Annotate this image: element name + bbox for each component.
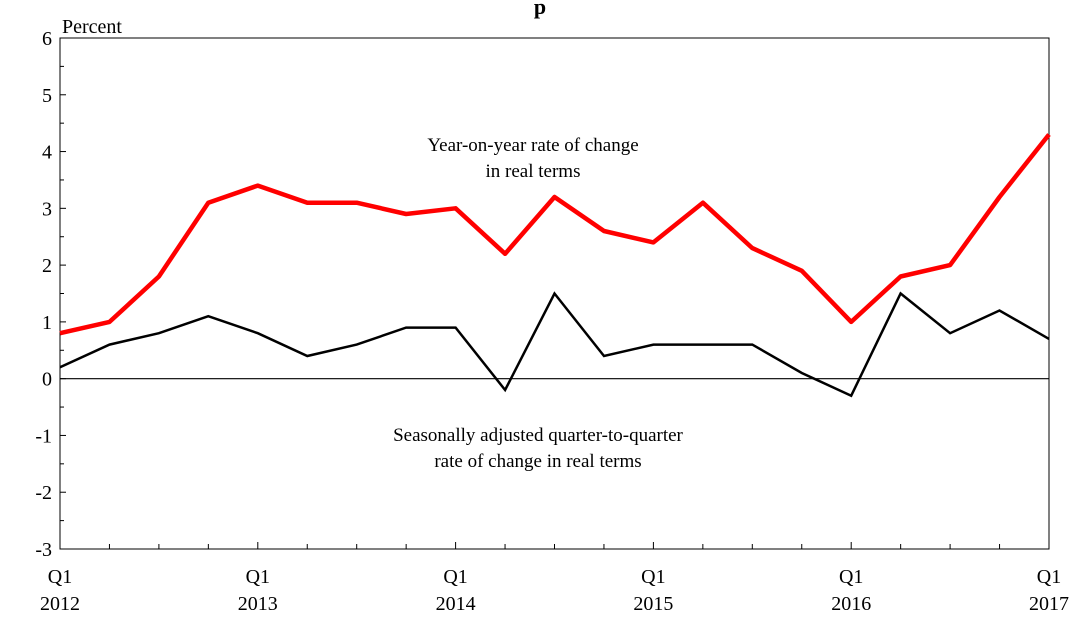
annotation-qoq-line1: Seasonally adjusted quarter-to-quarter [393,425,683,446]
x-tick-label-quarter: Q1 [839,566,863,588]
y-tick-label: 6 [42,28,52,50]
series-line-quarter-to-quarter [59,291,1050,398]
x-tick-label-year: 2012 [40,593,80,615]
x-tick-label-quarter: Q1 [48,566,72,588]
series-line-year-on-year [59,133,1051,336]
x-tick-label-year: 2016 [831,593,871,615]
x-tick-label-year: 2015 [633,593,673,615]
annotation-qoq-line2: rate of change in real terms [434,451,641,472]
annotation-yoy-line1: Year-on-year rate of change [427,135,638,156]
y-tick-label: 4 [42,142,52,164]
x-tick-label-quarter: Q1 [443,566,467,588]
annotation-yoy-line2: in real terms [486,161,581,182]
y-tick-label: -1 [35,425,52,447]
y-tick-label: 0 [42,369,52,391]
y-tick-label: 5 [42,85,52,107]
x-tick-label-year: 2017 [1029,593,1069,615]
x-tick-label-quarter: Q1 [1037,566,1061,588]
y-axis-label: Percent [62,16,122,38]
x-tick-label-year: 2014 [436,593,476,615]
y-axis-ticks: -3 -2 -1 0 1 2 3 4 5 6 [35,28,66,561]
x-tick-label-quarter: Q1 [246,566,270,588]
x-tick-label-quarter: Q1 [641,566,665,588]
y-tick-label: 3 [42,198,52,220]
x-axis-ticks: Q1 2012 Q1 2013 Q1 2014 Q1 2015 Q1 2016 Q1 2017 [40,542,1069,615]
chart-title: p [534,0,546,19]
data-points [59,134,1050,396]
y-tick-label: -3 [35,539,52,561]
y-tick-label: 2 [42,255,52,277]
y-tick-label: -2 [35,482,52,504]
y-tick-label: 1 [42,312,52,334]
x-tick-label-year: 2013 [238,593,278,615]
